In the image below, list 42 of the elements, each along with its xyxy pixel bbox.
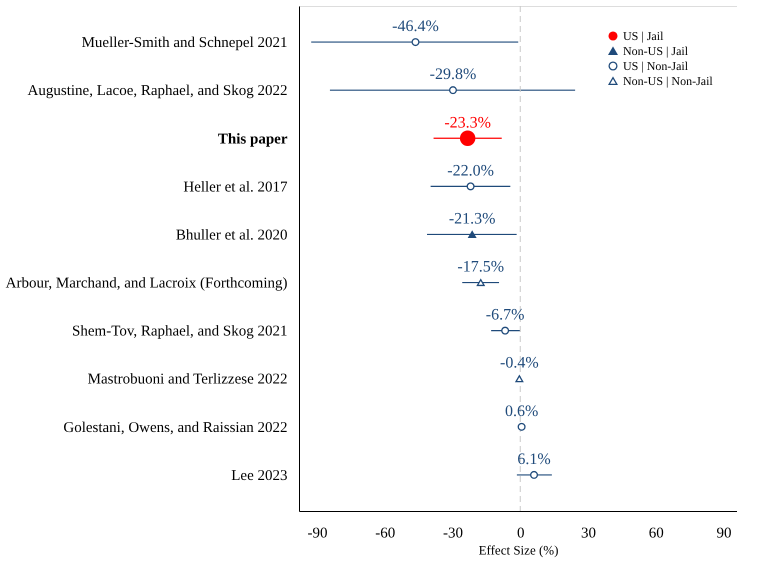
legend-label: Non-US | Non-Jail	[623, 74, 714, 88]
point	[468, 230, 476, 238]
point	[476, 278, 485, 286]
legend-label: US | Jail	[623, 29, 664, 43]
y-tick-label: Mastrobuoni and Terlizzese 2022	[88, 372, 288, 388]
point	[515, 375, 524, 382]
x-tick-label: 30	[580, 526, 596, 542]
data-label: -46.4%	[392, 18, 439, 36]
y-tick-label: Heller et al. 2017	[183, 179, 288, 196]
point	[518, 422, 526, 431]
legend-label: US | Non-Jail	[623, 59, 689, 73]
x-tick-label: 90	[716, 526, 732, 542]
y-tick-label: Mueller-Smith and Schnepel 2021	[82, 35, 288, 52]
data-label: 6.1%	[517, 450, 551, 468]
point	[411, 38, 420, 46]
y-tick-label: Lee 2023	[231, 468, 288, 484]
y-tick-label: This paper	[218, 131, 288, 148]
data-label: -23.3%	[444, 114, 491, 132]
y-tick-label: Shem-Tov, Raphael, and Skog 2021	[72, 324, 288, 340]
point	[501, 326, 510, 335]
x-tick-label: -90	[308, 526, 328, 542]
data-label: 0.6%	[504, 402, 538, 420]
data-label: -0.4%	[500, 354, 539, 372]
x-tick-label: -30	[443, 526, 464, 542]
point	[460, 130, 476, 146]
point	[530, 470, 538, 479]
x-tick-label: 0	[517, 526, 525, 542]
x-tick-label: 60	[648, 526, 664, 542]
data-label: -6.7%	[486, 306, 524, 324]
x-axis-title: Effect Size (%)	[478, 542, 558, 558]
point	[466, 182, 475, 190]
y-tick-label: Arbour, Marchand, and Lacroix (Forthcoming)	[6, 276, 288, 292]
point	[448, 86, 457, 94]
y-tick-label: Bhuller et al. 2020	[176, 227, 288, 244]
data-label: -22.0%	[447, 162, 494, 180]
data-label: -29.8%	[430, 66, 476, 84]
y-tick-label: Augustine, Lacoe, Raphael, and Skog 2022	[28, 83, 288, 100]
y-tick-label: Golestani, Owens, and Raissian 2022	[63, 420, 288, 436]
data-label: -17.5%	[457, 258, 504, 276]
legend-label: Non-US | Jail	[623, 44, 689, 58]
data-label: -21.3%	[448, 210, 496, 228]
x-tick-label: -60	[375, 526, 396, 542]
